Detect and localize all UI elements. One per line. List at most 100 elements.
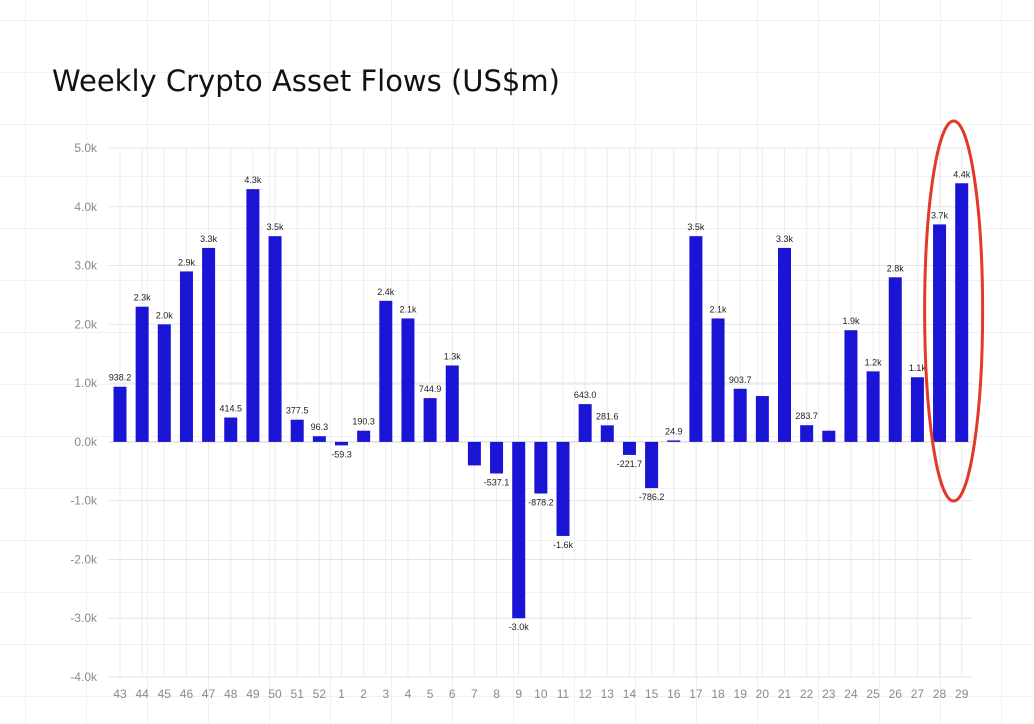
bar-week-3: [379, 300, 393, 442]
data-label: 3.5k: [267, 222, 285, 232]
y-tick-label: 4.0k: [74, 200, 98, 214]
data-label: -3.0k: [509, 622, 530, 632]
bar-week-27: [910, 377, 924, 442]
x-tick-label: 24: [844, 687, 858, 701]
bar-week-21: [778, 247, 791, 442]
data-labels: 938.22.3k2.0k2.9k3.3k414.54.3k3.5k377.59…: [109, 169, 971, 632]
data-label: 903.7: [729, 375, 752, 385]
x-tick-label: 52: [313, 687, 327, 701]
bar-week-51: [290, 419, 304, 442]
data-label: 281.6: [596, 411, 619, 421]
bar-series: [113, 183, 969, 619]
data-label: 3.5k: [687, 222, 705, 232]
x-tick-label: 11: [557, 687, 570, 701]
x-tick-label: 19: [734, 687, 748, 701]
x-tick-label: 18: [711, 687, 725, 701]
bar-week-22: [800, 425, 814, 442]
highlight-ellipse: [923, 119, 985, 503]
bar-week-26: [888, 277, 902, 442]
data-label: 3.7k: [931, 210, 949, 220]
bar-week-7: [467, 441, 481, 466]
x-tick-label: 17: [689, 687, 703, 701]
bar-week-2: [357, 430, 371, 442]
x-tick-label: 12: [578, 687, 592, 701]
bar-week-16: [667, 440, 681, 442]
bar-week-48: [224, 417, 238, 442]
bar-week-29: [955, 183, 969, 442]
data-label: 377.5: [286, 406, 309, 416]
bar-week-49: [246, 189, 260, 442]
data-label: 4.4k: [953, 169, 971, 179]
bar-week-4: [401, 318, 415, 442]
bar-week-5: [423, 398, 437, 442]
data-label: 744.9: [419, 384, 442, 394]
bar-week-45: [157, 324, 171, 442]
data-label: 2.1k: [710, 304, 728, 314]
x-tick-label: 21: [778, 687, 792, 701]
x-tick-label: 2: [360, 687, 367, 701]
y-tick-label: -1.0k: [70, 494, 98, 508]
x-tick-label: 3: [382, 687, 389, 701]
y-tick-label: -2.0k: [70, 552, 98, 566]
bar-week-52: [312, 436, 326, 442]
data-label: 3.3k: [776, 234, 794, 244]
bar-week-50: [268, 236, 282, 442]
y-tick-label: 1.0k: [74, 376, 98, 390]
bar-week-19: [733, 388, 747, 442]
x-tick-label: 45: [158, 687, 172, 701]
highlight-annotation: [923, 119, 985, 503]
data-label: 1.3k: [444, 351, 462, 361]
x-tick-label: 25: [866, 687, 880, 701]
x-tick-label: 27: [911, 687, 925, 701]
x-tick-label: 43: [113, 687, 127, 701]
x-tick-label: 50: [268, 687, 282, 701]
x-tick-label: 8: [493, 687, 500, 701]
bar-week-46: [179, 271, 193, 442]
x-tick-label: 16: [667, 687, 681, 701]
x-tick-label: 7: [471, 687, 478, 701]
bar-week-17: [689, 236, 703, 442]
y-tick-label: 0.0k: [74, 435, 98, 449]
data-label: 2.3k: [134, 293, 152, 303]
data-label: -59.3: [331, 449, 352, 459]
bar-week-6: [445, 365, 459, 442]
y-tick-label: -3.0k: [70, 611, 98, 625]
bar-week-10: [534, 441, 548, 494]
data-label: 414.5: [219, 404, 242, 414]
data-label: -1.6k: [553, 540, 574, 550]
bar-week-14: [622, 441, 636, 455]
data-label: 283.7: [795, 411, 818, 421]
x-tick-label: 44: [135, 687, 149, 701]
bar-week-15: [645, 441, 659, 489]
data-label: -786.2: [639, 492, 665, 502]
bar-week-11: [556, 441, 570, 536]
data-label: 190.3: [352, 417, 375, 427]
x-tick-label: 4: [405, 687, 412, 701]
y-tick-label: 5.0k: [74, 141, 98, 155]
x-tick-label: 49: [246, 687, 260, 701]
data-label: 1.1k: [909, 363, 927, 373]
data-label: 2.1k: [399, 304, 417, 314]
x-tick-label: 47: [202, 687, 216, 701]
x-tick-label: 13: [601, 687, 615, 701]
data-label: 1.9k: [842, 316, 860, 326]
x-tick-label: 14: [623, 687, 637, 701]
x-tick-label: 28: [933, 687, 947, 701]
x-tick-label: 26: [889, 687, 903, 701]
bar-week-43: [113, 386, 127, 442]
bar-week-20: [755, 396, 769, 442]
data-label: -878.2: [528, 498, 554, 508]
x-tick-label: 29: [955, 687, 969, 701]
data-label: 938.2: [109, 373, 132, 383]
data-label: 3.3k: [200, 234, 218, 244]
x-tick-label: 10: [534, 687, 548, 701]
bar-week-8: [490, 441, 504, 474]
x-tick-label: 22: [800, 687, 814, 701]
data-label: 2.9k: [178, 257, 196, 267]
x-tick-label: 20: [756, 687, 770, 701]
bar-week-12: [578, 404, 592, 442]
y-axis-ticks: 5.0k 4.0k 3.0k 2.0k 1.0k 0.0k -1.0k -2.0k -3.0k -…: [70, 141, 98, 684]
bar-week-47: [202, 247, 216, 442]
x-tick-label: 1: [338, 687, 345, 701]
data-label: -221.7: [617, 459, 643, 469]
